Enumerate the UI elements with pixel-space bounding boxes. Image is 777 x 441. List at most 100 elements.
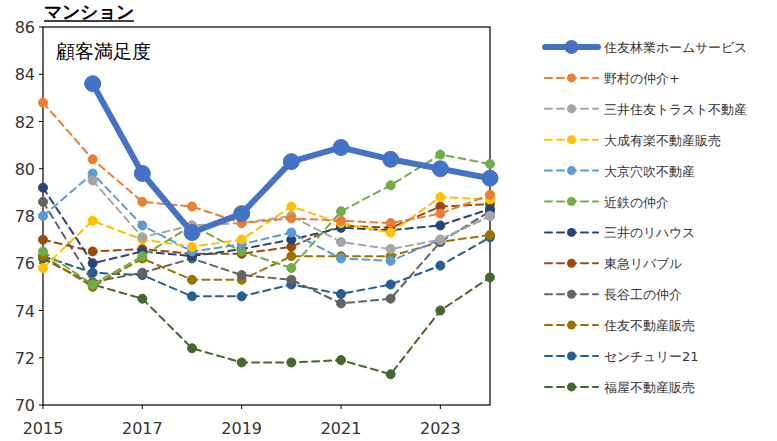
y-tick-label: 82 (15, 113, 35, 132)
x-tick-label: 2021 (321, 419, 362, 438)
series-point (486, 160, 495, 169)
series-point (337, 356, 346, 365)
series-point (337, 299, 346, 308)
series-point (287, 228, 296, 237)
series-point (287, 202, 296, 211)
series-point (386, 256, 395, 265)
series-point (386, 370, 395, 379)
y-tick (39, 357, 43, 358)
legend-marker (565, 40, 579, 54)
y-tick-label: 80 (15, 160, 35, 179)
legend-marker (567, 135, 576, 144)
series-point (287, 214, 296, 223)
series-point (386, 219, 395, 228)
series-point (188, 202, 197, 211)
legend-label: 近鉄の仲介 (604, 195, 669, 210)
series-line (93, 84, 490, 233)
legend-label: 住友不動産販売 (603, 318, 695, 333)
legend-marker (567, 290, 576, 299)
series-point (188, 292, 197, 301)
series-point (88, 280, 97, 289)
legend-label: 住友林業ホームサービス (603, 40, 747, 55)
series-point (237, 235, 246, 244)
legend-label: 東急リバブル (604, 256, 682, 271)
series-point (486, 212, 495, 221)
series-point (184, 225, 200, 241)
y-tick-label: 86 (15, 18, 35, 37)
series-point (337, 289, 346, 298)
legend-marker (567, 352, 576, 361)
series-point (188, 275, 197, 284)
legend-label: 福屋不動産販売 (604, 380, 695, 395)
x-tick (142, 405, 143, 409)
y-tick-label: 76 (15, 254, 35, 273)
series-point (188, 242, 197, 251)
legend-label: 大京穴吹不動産 (604, 164, 695, 179)
series-point (138, 268, 147, 277)
series-point (287, 275, 296, 284)
series-point (386, 280, 395, 289)
series-point (138, 221, 147, 230)
legend-marker (567, 73, 576, 82)
y-tick (39, 121, 43, 122)
legend-marker (567, 228, 576, 237)
series-point (237, 358, 246, 367)
series-point (138, 233, 147, 242)
x-tick-label: 2023 (420, 419, 461, 438)
legend-label: センチュリー21 (604, 349, 699, 364)
series-point (39, 235, 48, 244)
series-point (39, 247, 48, 256)
legend-label: 三井のリハウス (604, 225, 695, 240)
series-point (436, 221, 445, 230)
series-point (436, 235, 445, 244)
series-point (39, 183, 48, 192)
series-point (39, 197, 48, 206)
series-point (436, 306, 445, 315)
legend: 住友林業ホームサービス野村の仲介+三井住友トラスト不動産大成有楽不動産販売大京穴… (545, 40, 747, 395)
series-group (39, 76, 499, 379)
series-point (486, 212, 495, 221)
series-point (88, 176, 97, 185)
legend-label: 三井住友トラスト不動産 (604, 102, 747, 117)
y-tick-label: 72 (15, 349, 35, 368)
y-tick-label: 84 (15, 65, 35, 84)
series-point (333, 139, 349, 155)
legend-label: 大成有楽不動産販売 (604, 133, 721, 148)
y-tick (39, 310, 43, 311)
series-point (386, 228, 395, 237)
series-point (237, 292, 246, 301)
series-point (432, 161, 448, 177)
series-point (337, 237, 346, 246)
legend-marker (567, 104, 576, 113)
series-point (85, 76, 101, 92)
series-point (386, 181, 395, 190)
subtitle: 顧客満足度 (56, 40, 151, 62)
series-point (88, 259, 97, 268)
x-tick (43, 405, 44, 409)
y-tick (39, 27, 43, 28)
series-point (486, 273, 495, 282)
legend-marker (567, 382, 576, 391)
series-point (287, 358, 296, 367)
series-point (337, 216, 346, 225)
series-point (486, 230, 495, 239)
legend-marker (567, 321, 576, 330)
series-point (234, 206, 250, 222)
x-tick (440, 405, 441, 409)
chart: マンション70727476788082848620152017201920212… (0, 0, 777, 441)
series-point (436, 150, 445, 159)
series-point (386, 245, 395, 254)
series-point (383, 151, 399, 167)
series-point (436, 209, 445, 218)
series-point (486, 190, 495, 199)
series-point (138, 252, 147, 261)
series-point (88, 280, 97, 289)
y-tick-label: 70 (15, 396, 35, 415)
series-point (386, 294, 395, 303)
series-point (88, 216, 97, 225)
series-point (237, 271, 246, 280)
x-tick-label: 2019 (221, 419, 262, 438)
legend-marker (567, 166, 576, 175)
series-point (188, 344, 197, 353)
series-point (436, 261, 445, 270)
